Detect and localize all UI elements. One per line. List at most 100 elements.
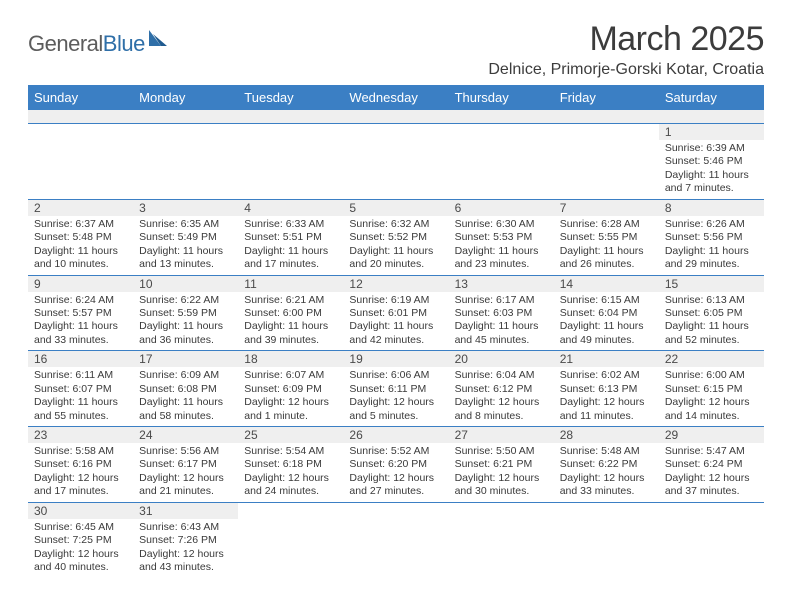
- day-cell: 2Sunrise: 6:37 AMSunset: 5:48 PMDaylight…: [28, 200, 133, 275]
- day-number: 2: [28, 200, 133, 216]
- daylight-text-1: Daylight: 12 hours: [349, 396, 442, 409]
- day-cell: 18Sunrise: 6:07 AMSunset: 6:09 PMDayligh…: [238, 351, 343, 426]
- daylight-text-1: Daylight: 12 hours: [560, 472, 653, 485]
- day-details: Sunrise: 6:26 AMSunset: 5:56 PMDaylight:…: [659, 216, 764, 275]
- daylight-text-1: Daylight: 11 hours: [244, 320, 337, 333]
- day-details: Sunrise: 6:00 AMSunset: 6:15 PMDaylight:…: [659, 367, 764, 426]
- daylight-text-2: and 55 minutes.: [34, 410, 127, 423]
- sunset-text: Sunset: 6:01 PM: [349, 307, 442, 320]
- day-number: 14: [554, 276, 659, 292]
- logo-text: GeneralBlue: [28, 31, 145, 57]
- sunrise-text: Sunrise: 6:11 AM: [34, 369, 127, 382]
- day-number: 22: [659, 351, 764, 367]
- day-cell: 1Sunrise: 6:39 AMSunset: 5:46 PMDaylight…: [659, 124, 764, 199]
- daylight-text-1: Daylight: 11 hours: [349, 245, 442, 258]
- day-number: 1: [659, 124, 764, 140]
- daylight-text-2: and 27 minutes.: [349, 485, 442, 498]
- week-row: 16Sunrise: 6:11 AMSunset: 6:07 PMDayligh…: [28, 351, 764, 427]
- day-cell: 11Sunrise: 6:21 AMSunset: 6:00 PMDayligh…: [238, 276, 343, 351]
- day-number: 5: [343, 200, 448, 216]
- weekday-wednesday: Wednesday: [343, 85, 448, 110]
- daylight-text-1: Daylight: 12 hours: [455, 472, 548, 485]
- sunrise-text: Sunrise: 6:26 AM: [665, 218, 758, 231]
- sunset-text: Sunset: 5:46 PM: [665, 155, 758, 168]
- sunrise-text: Sunrise: 6:19 AM: [349, 294, 442, 307]
- day-cell: 30Sunrise: 6:45 AMSunset: 7:25 PMDayligh…: [28, 503, 133, 578]
- sunset-text: Sunset: 6:13 PM: [560, 383, 653, 396]
- daylight-text-2: and 58 minutes.: [139, 410, 232, 423]
- sunrise-text: Sunrise: 6:13 AM: [665, 294, 758, 307]
- sunrise-text: Sunrise: 6:00 AM: [665, 369, 758, 382]
- day-number: 23: [28, 427, 133, 443]
- daylight-text-2: and 52 minutes.: [665, 334, 758, 347]
- day-details: Sunrise: 5:50 AMSunset: 6:21 PMDaylight:…: [449, 443, 554, 502]
- daylight-text-2: and 11 minutes.: [560, 410, 653, 423]
- day-details: Sunrise: 6:19 AMSunset: 6:01 PMDaylight:…: [343, 292, 448, 351]
- week-row: 1Sunrise: 6:39 AMSunset: 5:46 PMDaylight…: [28, 124, 764, 200]
- sunset-text: Sunset: 6:16 PM: [34, 458, 127, 471]
- day-details: Sunrise: 6:17 AMSunset: 6:03 PMDaylight:…: [449, 292, 554, 351]
- day-cell: 9Sunrise: 6:24 AMSunset: 5:57 PMDaylight…: [28, 276, 133, 351]
- daylight-text-1: Daylight: 12 hours: [139, 548, 232, 561]
- day-cell: [238, 124, 343, 199]
- daylight-text-2: and 1 minute.: [244, 410, 337, 423]
- daylight-text-2: and 43 minutes.: [139, 561, 232, 574]
- day-details: Sunrise: 6:11 AMSunset: 6:07 PMDaylight:…: [28, 367, 133, 426]
- sunset-text: Sunset: 6:09 PM: [244, 383, 337, 396]
- month-title: March 2025: [488, 20, 764, 59]
- sunset-text: Sunset: 6:05 PM: [665, 307, 758, 320]
- daylight-text-1: Daylight: 11 hours: [139, 245, 232, 258]
- sunrise-text: Sunrise: 5:47 AM: [665, 445, 758, 458]
- sunrise-text: Sunrise: 6:32 AM: [349, 218, 442, 231]
- day-number: 10: [133, 276, 238, 292]
- daylight-text-1: Daylight: 12 hours: [244, 472, 337, 485]
- sunset-text: Sunset: 6:18 PM: [244, 458, 337, 471]
- day-number: 12: [343, 276, 448, 292]
- day-cell: 14Sunrise: 6:15 AMSunset: 6:04 PMDayligh…: [554, 276, 659, 351]
- daylight-text-2: and 45 minutes.: [455, 334, 548, 347]
- day-cell: 25Sunrise: 5:54 AMSunset: 6:18 PMDayligh…: [238, 427, 343, 502]
- sunrise-text: Sunrise: 5:48 AM: [560, 445, 653, 458]
- weekday-sunday: Sunday: [28, 85, 133, 110]
- day-number: 30: [28, 503, 133, 519]
- day-number: 19: [343, 351, 448, 367]
- daylight-text-2: and 13 minutes.: [139, 258, 232, 271]
- sunset-text: Sunset: 5:48 PM: [34, 231, 127, 244]
- day-cell: 26Sunrise: 5:52 AMSunset: 6:20 PMDayligh…: [343, 427, 448, 502]
- sunset-text: Sunset: 7:26 PM: [139, 534, 232, 547]
- sunset-text: Sunset: 5:55 PM: [560, 231, 653, 244]
- week-row: 2Sunrise: 6:37 AMSunset: 5:48 PMDaylight…: [28, 200, 764, 276]
- day-number: 31: [133, 503, 238, 519]
- day-cell: 16Sunrise: 6:11 AMSunset: 6:07 PMDayligh…: [28, 351, 133, 426]
- daylight-text-1: Daylight: 12 hours: [34, 548, 127, 561]
- sunrise-text: Sunrise: 6:28 AM: [560, 218, 653, 231]
- daylight-text-1: Daylight: 11 hours: [139, 320, 232, 333]
- day-cell: 31Sunrise: 6:43 AMSunset: 7:26 PMDayligh…: [133, 503, 238, 578]
- day-cell: [659, 503, 764, 578]
- day-number: 24: [133, 427, 238, 443]
- logo: GeneralBlue: [28, 28, 171, 59]
- day-details: Sunrise: 6:15 AMSunset: 6:04 PMDaylight:…: [554, 292, 659, 351]
- day-cell: 7Sunrise: 6:28 AMSunset: 5:55 PMDaylight…: [554, 200, 659, 275]
- day-number: 25: [238, 427, 343, 443]
- sunrise-text: Sunrise: 5:52 AM: [349, 445, 442, 458]
- day-details: Sunrise: 6:30 AMSunset: 5:53 PMDaylight:…: [449, 216, 554, 275]
- day-number: 27: [449, 427, 554, 443]
- day-cell: 3Sunrise: 6:35 AMSunset: 5:49 PMDaylight…: [133, 200, 238, 275]
- day-details: Sunrise: 5:47 AMSunset: 6:24 PMDaylight:…: [659, 443, 764, 502]
- day-details: Sunrise: 5:52 AMSunset: 6:20 PMDaylight:…: [343, 443, 448, 502]
- sunset-text: Sunset: 6:22 PM: [560, 458, 653, 471]
- logo-sail-icon: [147, 28, 171, 53]
- title-block: March 2025 Delnice, Primorje-Gorski Kota…: [488, 20, 764, 79]
- day-number: 15: [659, 276, 764, 292]
- daylight-text-2: and 5 minutes.: [349, 410, 442, 423]
- day-cell: 29Sunrise: 5:47 AMSunset: 6:24 PMDayligh…: [659, 427, 764, 502]
- daylight-text-2: and 23 minutes.: [455, 258, 548, 271]
- sunset-text: Sunset: 5:53 PM: [455, 231, 548, 244]
- daylight-text-2: and 42 minutes.: [349, 334, 442, 347]
- day-cell: [28, 124, 133, 199]
- calendar-grid: Sunday Monday Tuesday Wednesday Thursday…: [28, 85, 764, 578]
- day-details: Sunrise: 5:56 AMSunset: 6:17 PMDaylight:…: [133, 443, 238, 502]
- daylight-text-2: and 40 minutes.: [34, 561, 127, 574]
- sunset-text: Sunset: 6:24 PM: [665, 458, 758, 471]
